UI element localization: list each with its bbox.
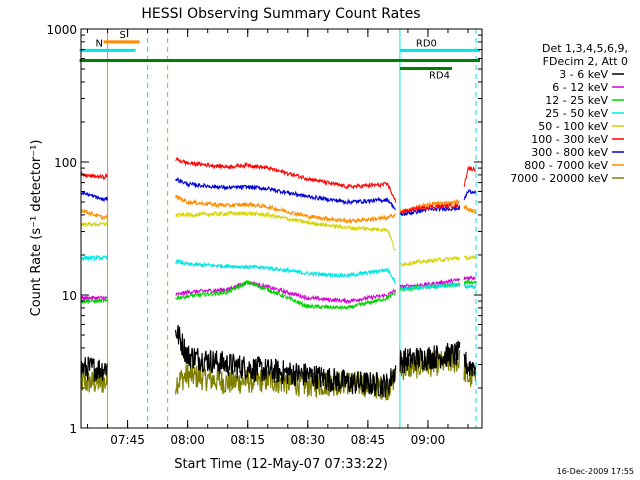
legend-label-3: 25 - 50 keV bbox=[545, 107, 608, 120]
x-tick-label-5: 09:00 bbox=[411, 433, 446, 447]
series-12-25keV-line bbox=[81, 278, 476, 311]
legend-label-1: 6 - 12 keV bbox=[552, 81, 608, 94]
chart-title: HESSI Observing Summary Count Rates bbox=[141, 6, 420, 22]
y-tick-label-1: 10 bbox=[62, 289, 77, 303]
legend: Det 1,3,4,5,6,9,FDecim 2, Att 03 - 6 keV… bbox=[510, 42, 628, 185]
legend-label-6: 300 - 800 keV bbox=[531, 146, 608, 159]
axes: 07:45 08:00 08:15 08:30 08:45 09:00 1 10 100 1000 bbox=[46, 23, 482, 447]
y-tick-label-2: 100 bbox=[54, 156, 77, 170]
x-tick-label-1: 08:00 bbox=[170, 433, 205, 447]
x-tick-label-0: 07:45 bbox=[110, 433, 145, 447]
x-tick-label-2: 08:15 bbox=[230, 433, 265, 447]
flag-label-s: S bbox=[120, 30, 126, 41]
legend-label-4: 50 - 100 keV bbox=[538, 120, 608, 133]
series-25-50keV-line bbox=[81, 254, 476, 293]
y-axis-label: Count Rate (s⁻¹ detector⁻¹) bbox=[29, 140, 44, 317]
legend-header-1: FDecim 2, Att 0 bbox=[543, 55, 628, 68]
series-300-800keV-line bbox=[81, 176, 476, 217]
legend-label-2: 12 - 25 keV bbox=[545, 94, 608, 107]
series-3-6keV-line bbox=[81, 324, 477, 398]
flag-label-n: N bbox=[96, 38, 103, 49]
legend-header-0: Det 1,3,4,5,6,9, bbox=[542, 42, 628, 55]
legend-label-7: 800 - 7000 keV bbox=[524, 159, 608, 172]
series-6-12keV-line bbox=[81, 274, 476, 305]
x-tick-label-4: 08:45 bbox=[351, 433, 386, 447]
x-axis-label: Start Time (12-May-07 07:33:22) bbox=[174, 457, 388, 472]
series-layer bbox=[81, 156, 477, 401]
plot-frame bbox=[80, 28, 483, 429]
series-100-300keV-line bbox=[81, 156, 476, 214]
timestamp-stamp: 16-Dec-2009 17:55 bbox=[556, 467, 634, 476]
series-7000-20000keV-line bbox=[81, 349, 477, 401]
series-800-7000keV-line bbox=[81, 194, 476, 225]
y-tick-label-0: 1 bbox=[69, 422, 77, 436]
flag-label-rd0: RD0 bbox=[416, 38, 437, 49]
legend-label-8: 7000 - 20000 keV bbox=[510, 172, 608, 185]
flag-bars: S N RD0 RD4 bbox=[79, 30, 480, 81]
y-axis-label-text: Count Rate (s⁻¹ detector⁻¹) bbox=[29, 140, 44, 317]
legend-label-0: 3 - 6 keV bbox=[559, 68, 608, 81]
flag-label-rd4: RD4 bbox=[429, 70, 450, 81]
legend-label-5: 100 - 300 keV bbox=[531, 133, 608, 146]
y-tick-label-3: 1000 bbox=[46, 23, 77, 37]
series-50-100keV-line bbox=[81, 209, 476, 267]
x-tick-label-3: 08:30 bbox=[291, 433, 326, 447]
